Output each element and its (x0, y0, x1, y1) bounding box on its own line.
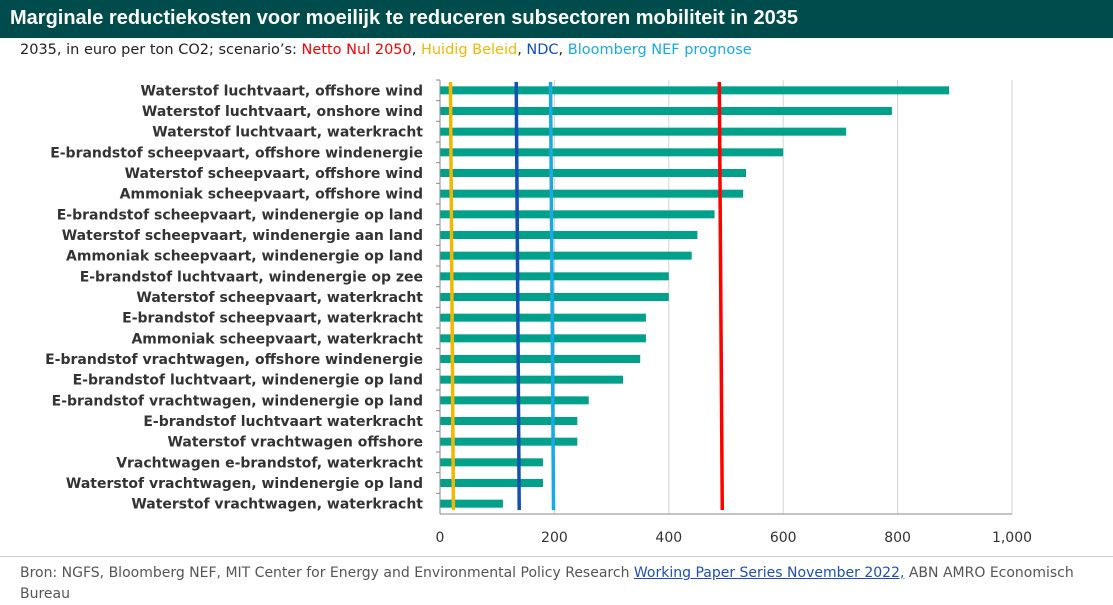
category-label: Waterstof luchtvaart, onshore wind (142, 104, 423, 120)
bar (440, 272, 669, 281)
bar (440, 231, 698, 239)
x-tick-label: 800 (884, 530, 911, 546)
category-label: E-brandstof vrachtwagen, windenergie op … (52, 393, 423, 409)
bar (440, 169, 747, 177)
category-label: E-brandstof scheepvaart, offshore winden… (50, 145, 423, 161)
bar (440, 499, 503, 508)
category-label: E-brandstof scheepvaart, windenergie op … (57, 207, 423, 223)
reference-line (717, 81, 725, 511)
bar (440, 355, 641, 363)
scenario-separator: , (558, 42, 568, 58)
bar (440, 313, 646, 322)
bar (440, 375, 624, 384)
scenario-label: Bloomberg NEF prognose (567, 42, 752, 58)
category-label: Ammoniak scheepvaart, waterkracht (131, 331, 423, 347)
reference-line (548, 81, 556, 511)
chart-subtitle: 2035, in euro per ton CO2; scenario’s: N… (20, 42, 752, 58)
category-label: Waterstof vrachtwagen, windenergie op la… (66, 476, 423, 492)
subtitle-prefix: 2035, in euro per ton CO2; scenario’s: (20, 42, 302, 58)
source-link[interactable]: Working Paper Series November 2022, (633, 565, 905, 581)
bar (440, 210, 715, 219)
category-label: E-brandstof luchtvaart, windenergie op l… (73, 373, 423, 389)
category-label: Waterstof luchtvaart, waterkracht (152, 125, 423, 141)
category-label: E-brandstof luchtvaart, windenergie op z… (80, 269, 423, 285)
bar (440, 417, 578, 425)
scenario-label: Huidig Beleid (420, 42, 518, 58)
scenario-separator: , (517, 42, 527, 58)
category-label: E-brandstof luchtvaart waterkracht (143, 414, 423, 430)
category-label: Waterstof scheepvaart, offshore wind (125, 166, 423, 182)
category-label: Ammoniak scheepvaart, windenergie op lan… (66, 249, 423, 265)
bar-chart: Waterstof luchtvaart, offshore wind Water… (45, 79, 1032, 546)
title-bar: Marginale reductiekosten voor moeilijk t… (0, 0, 1113, 38)
bar (440, 293, 669, 301)
bar (440, 458, 543, 467)
category-label: Waterstof luchtvaart, offshore wind (141, 83, 424, 99)
source-suffix: ABN AMRO Economisch Bureau (20, 565, 1074, 602)
scenario-label: NDC (526, 42, 559, 58)
category-label: Waterstof scheepvaart, waterkracht (136, 290, 423, 306)
footer-divider (0, 556, 1113, 557)
source-note: Bron: NGFS, Bloomberg NEF, MIT Center fo… (20, 563, 1080, 605)
bar (440, 396, 589, 405)
bar (440, 127, 847, 136)
bar (440, 189, 744, 198)
category-label: Waterstof vrachtwagen, waterkracht (131, 497, 423, 513)
scenario-legend: Netto Nul 2050, Huidig Beleid, NDC, Bloo… (302, 42, 752, 58)
reference-line (514, 81, 521, 511)
category-label: Ammoniak scheepvaart, offshore wind (120, 187, 423, 203)
category-label: E-brandstof scheepvaart, waterkracht (122, 311, 423, 327)
x-tick-label: 400 (655, 530, 682, 546)
source-prefix: Bron: NGFS, Bloomberg NEF, MIT Center fo… (20, 565, 634, 581)
category-label: Waterstof scheepvaart, windenergie aan l… (62, 228, 423, 244)
bar (440, 437, 578, 446)
bar (440, 86, 950, 95)
bar (440, 251, 692, 260)
scenario-separator: , (411, 42, 421, 58)
x-tick-label: 600 (770, 530, 797, 546)
bar (440, 479, 543, 487)
chart-title: Marginale reductiekosten voor moeilijk t… (10, 7, 799, 29)
x-tick-label: 1,000 (992, 530, 1032, 546)
bar (440, 107, 892, 115)
x-tick-label: 0 (436, 530, 445, 546)
x-tick-label: 200 (541, 530, 568, 546)
category-label: E-brandstof vrachtwagen, offshore winden… (45, 352, 423, 368)
scenario-label: Netto Nul 2050 (301, 42, 412, 58)
category-label: Waterstof vrachtwagen offshore (167, 435, 423, 451)
reference-line (448, 81, 456, 511)
bar (440, 334, 646, 343)
bar (440, 148, 784, 157)
category-label: Vrachtwagen e-brandstof, waterkracht (116, 455, 423, 471)
